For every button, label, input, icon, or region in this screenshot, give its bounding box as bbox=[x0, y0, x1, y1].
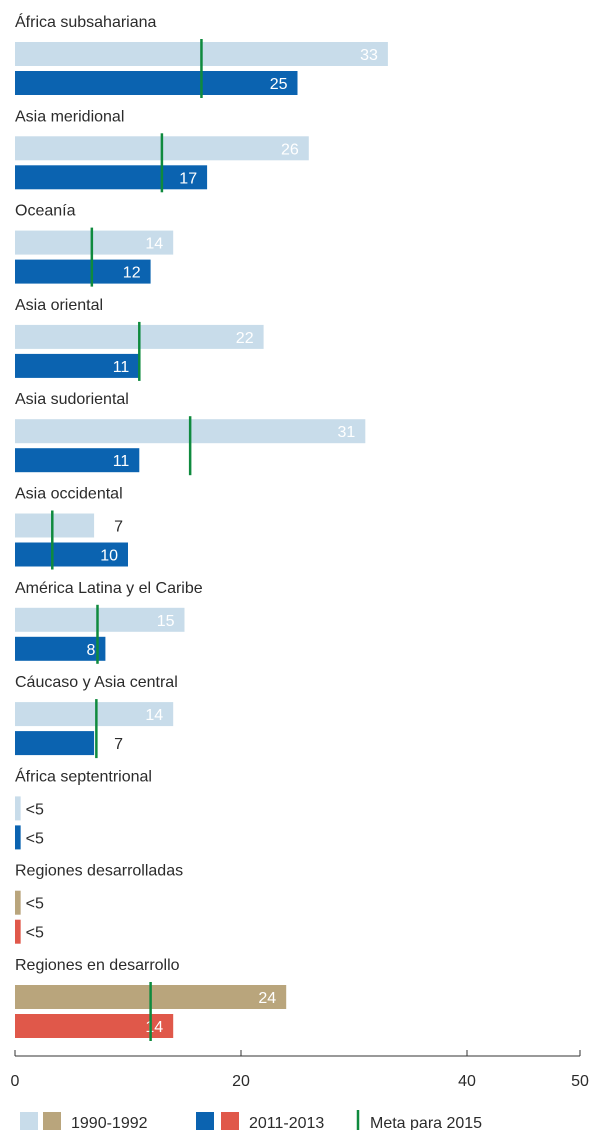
data-label: 7 bbox=[114, 736, 123, 753]
category-row: Regiones desarrolladas <5 <5 bbox=[15, 863, 183, 944]
category-row: Asia meridional 26 17 bbox=[15, 108, 309, 193]
data-label: <5 bbox=[26, 925, 44, 942]
data-label: 11 bbox=[113, 453, 130, 470]
data-label: 33 bbox=[360, 47, 378, 64]
data-label: 14 bbox=[145, 707, 163, 724]
category-label: América Latina y el Caribe bbox=[15, 580, 203, 597]
category-label: Regiones en desarrollo bbox=[15, 957, 180, 974]
bar bbox=[15, 636, 106, 661]
category-label: Asia oriental bbox=[15, 297, 103, 314]
x-tick-label: 50 bbox=[571, 1073, 589, 1090]
legend-swatch-1990-1992-light-blue bbox=[20, 1112, 38, 1130]
bar bbox=[15, 513, 95, 538]
data-label: 25 bbox=[270, 76, 288, 93]
data-label: 14 bbox=[145, 236, 163, 253]
category-row: Asia occidental 7 10 bbox=[15, 486, 128, 570]
data-label: 24 bbox=[258, 990, 276, 1007]
data-label: 12 bbox=[123, 265, 141, 282]
data-label: <5 bbox=[26, 830, 44, 847]
bar bbox=[15, 71, 298, 95]
category-row: África septentrional <5 <5 bbox=[15, 766, 152, 850]
bar bbox=[15, 702, 174, 727]
chart-rows: África subsahariana 33 25 Asia meridional 26… bbox=[15, 12, 388, 1041]
data-label: 14 bbox=[145, 1019, 163, 1036]
data-label: 17 bbox=[179, 170, 197, 187]
category-row: África subsahariana 33 25 bbox=[15, 12, 388, 98]
category-label: Asia occidental bbox=[15, 486, 123, 503]
bar bbox=[15, 542, 128, 567]
data-label: 22 bbox=[236, 330, 254, 347]
data-label: <5 bbox=[26, 896, 44, 913]
category-label: Asia meridional bbox=[15, 108, 124, 125]
bar bbox=[15, 731, 95, 756]
legend-label-2011-2013: 2011-2013 bbox=[249, 1115, 324, 1130]
bar bbox=[15, 825, 21, 850]
category-label: Regiones desarrolladas bbox=[15, 863, 183, 880]
bar bbox=[15, 165, 208, 190]
legend-label-target: Meta para 2015 bbox=[370, 1115, 482, 1130]
bar bbox=[15, 607, 185, 632]
category-row: Cáucaso y Asia central 14 7 bbox=[15, 674, 178, 759]
bar bbox=[15, 919, 21, 944]
category-label: África subsahariana bbox=[15, 12, 157, 31]
category-row: Asia oriental 22 11 bbox=[15, 297, 264, 381]
legend-label-1990-1992: 1990-1992 bbox=[71, 1115, 148, 1130]
x-tick-label: 0 bbox=[11, 1073, 20, 1090]
data-label: 31 bbox=[338, 424, 356, 441]
x-axis: 0 20 40 50 bbox=[11, 1050, 589, 1090]
bar bbox=[15, 448, 140, 473]
legend-swatch-2011-2013-red bbox=[221, 1112, 239, 1130]
legend: 1990-1992 2011-2013 Meta para 2015 bbox=[20, 1110, 482, 1130]
category-row: Asia sudoriental 31 11 bbox=[15, 391, 366, 476]
legend-swatch-2011-2013-dark-blue bbox=[196, 1112, 214, 1130]
data-label: <5 bbox=[26, 801, 44, 818]
data-label: 8 bbox=[86, 642, 95, 659]
data-label: 26 bbox=[281, 141, 299, 158]
data-label: 7 bbox=[114, 519, 123, 536]
category-row: Regiones en desarrollo 24 14 bbox=[15, 957, 287, 1041]
legend-swatch-1990-1992-tan bbox=[43, 1112, 61, 1130]
data-label: 15 bbox=[157, 613, 175, 630]
category-row: América Latina y el Caribe 15 8 bbox=[15, 580, 203, 664]
data-label: 10 bbox=[100, 548, 118, 565]
bar bbox=[15, 259, 151, 284]
x-tick-label: 40 bbox=[458, 1073, 476, 1090]
category-label: Asia sudoriental bbox=[15, 391, 129, 408]
category-label: Oceanía bbox=[15, 203, 76, 220]
bar bbox=[15, 353, 140, 378]
category-label: Cáucaso y Asia central bbox=[15, 674, 178, 691]
bar bbox=[15, 230, 174, 255]
bar bbox=[15, 796, 21, 821]
bar bbox=[15, 1014, 174, 1038]
x-tick-label: 20 bbox=[232, 1073, 250, 1090]
data-label: 11 bbox=[113, 359, 130, 376]
category-label: África septentrional bbox=[15, 766, 152, 785]
bar bbox=[15, 890, 21, 915]
